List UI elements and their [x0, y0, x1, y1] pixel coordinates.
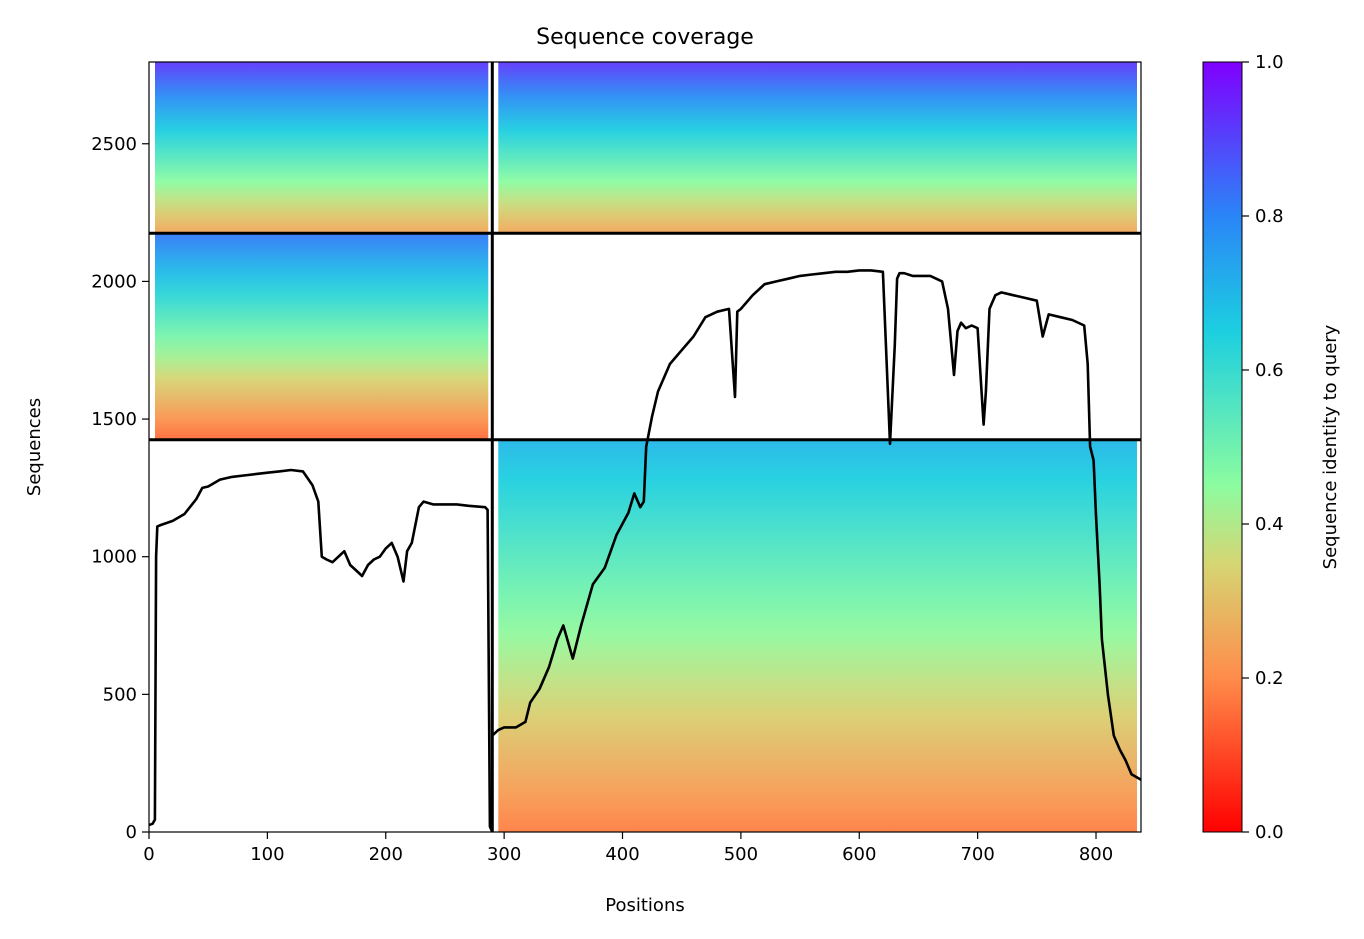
y-tick-label: 1500: [91, 409, 137, 430]
colorbar-tick-label: 0.8: [1255, 206, 1284, 227]
coverage-line-2: [491, 269, 1141, 781]
plot-area: [148, 61, 1142, 833]
x-tick-label: 100: [250, 844, 284, 865]
plot-frame: [148, 61, 1142, 833]
x-tick-label: 400: [605, 844, 639, 865]
heatmap-block: [498, 62, 1137, 234]
colorbar-label: Sequence identity to query: [1320, 324, 1341, 569]
colorbar: 0.0 0.2 0.4 0.6 0.8 1.0 Sequence identity to …: [1202, 52, 1341, 843]
heatmap-block: [498, 439, 1137, 832]
heatmap-block: [155, 233, 489, 440]
colorbar-ticks: 0.0 0.2 0.4 0.6 0.8 1.0: [1242, 52, 1284, 843]
chart-title: Sequence coverage: [536, 25, 754, 50]
y-tick-label: 2000: [91, 271, 137, 292]
x-axis-title: Positions: [605, 895, 684, 916]
coverage-line-1: [149, 468, 494, 832]
x-axis: 0 100 200 300 400 500 600 700 800: [143, 832, 1113, 865]
y-axis: 0 500 1000 1500 2000 2500: [91, 134, 149, 843]
x-tick-label: 800: [1079, 844, 1113, 865]
x-tick-label: 200: [369, 844, 403, 865]
x-tick-label: 300: [487, 844, 521, 865]
colorbar-tick-label: 0.6: [1255, 360, 1284, 381]
colorbar-tick-label: 0.2: [1255, 668, 1284, 689]
y-tick-label: 0: [126, 822, 137, 843]
x-tick-label: 0: [143, 844, 154, 865]
coverage-heatmap: [155, 62, 1137, 832]
y-tick-label: 2500: [91, 134, 137, 155]
chain-boundaries: [149, 62, 1141, 832]
colorbar-tick-label: 0.4: [1255, 514, 1284, 535]
y-axis-title: Sequences: [24, 398, 45, 496]
x-tick-label: 700: [960, 844, 994, 865]
y-tick-label: 500: [103, 684, 137, 705]
x-tick-label: 600: [842, 844, 876, 865]
x-tick-label: 500: [724, 844, 758, 865]
colorbar-tick-label: 0.0: [1255, 822, 1284, 843]
colorbar-tick-label: 1.0: [1255, 52, 1284, 73]
colorbar-gradient: [1202, 61, 1243, 833]
coverage-lines: [149, 269, 1141, 832]
y-tick-label: 1000: [91, 547, 137, 568]
heatmap-block: [155, 62, 489, 234]
